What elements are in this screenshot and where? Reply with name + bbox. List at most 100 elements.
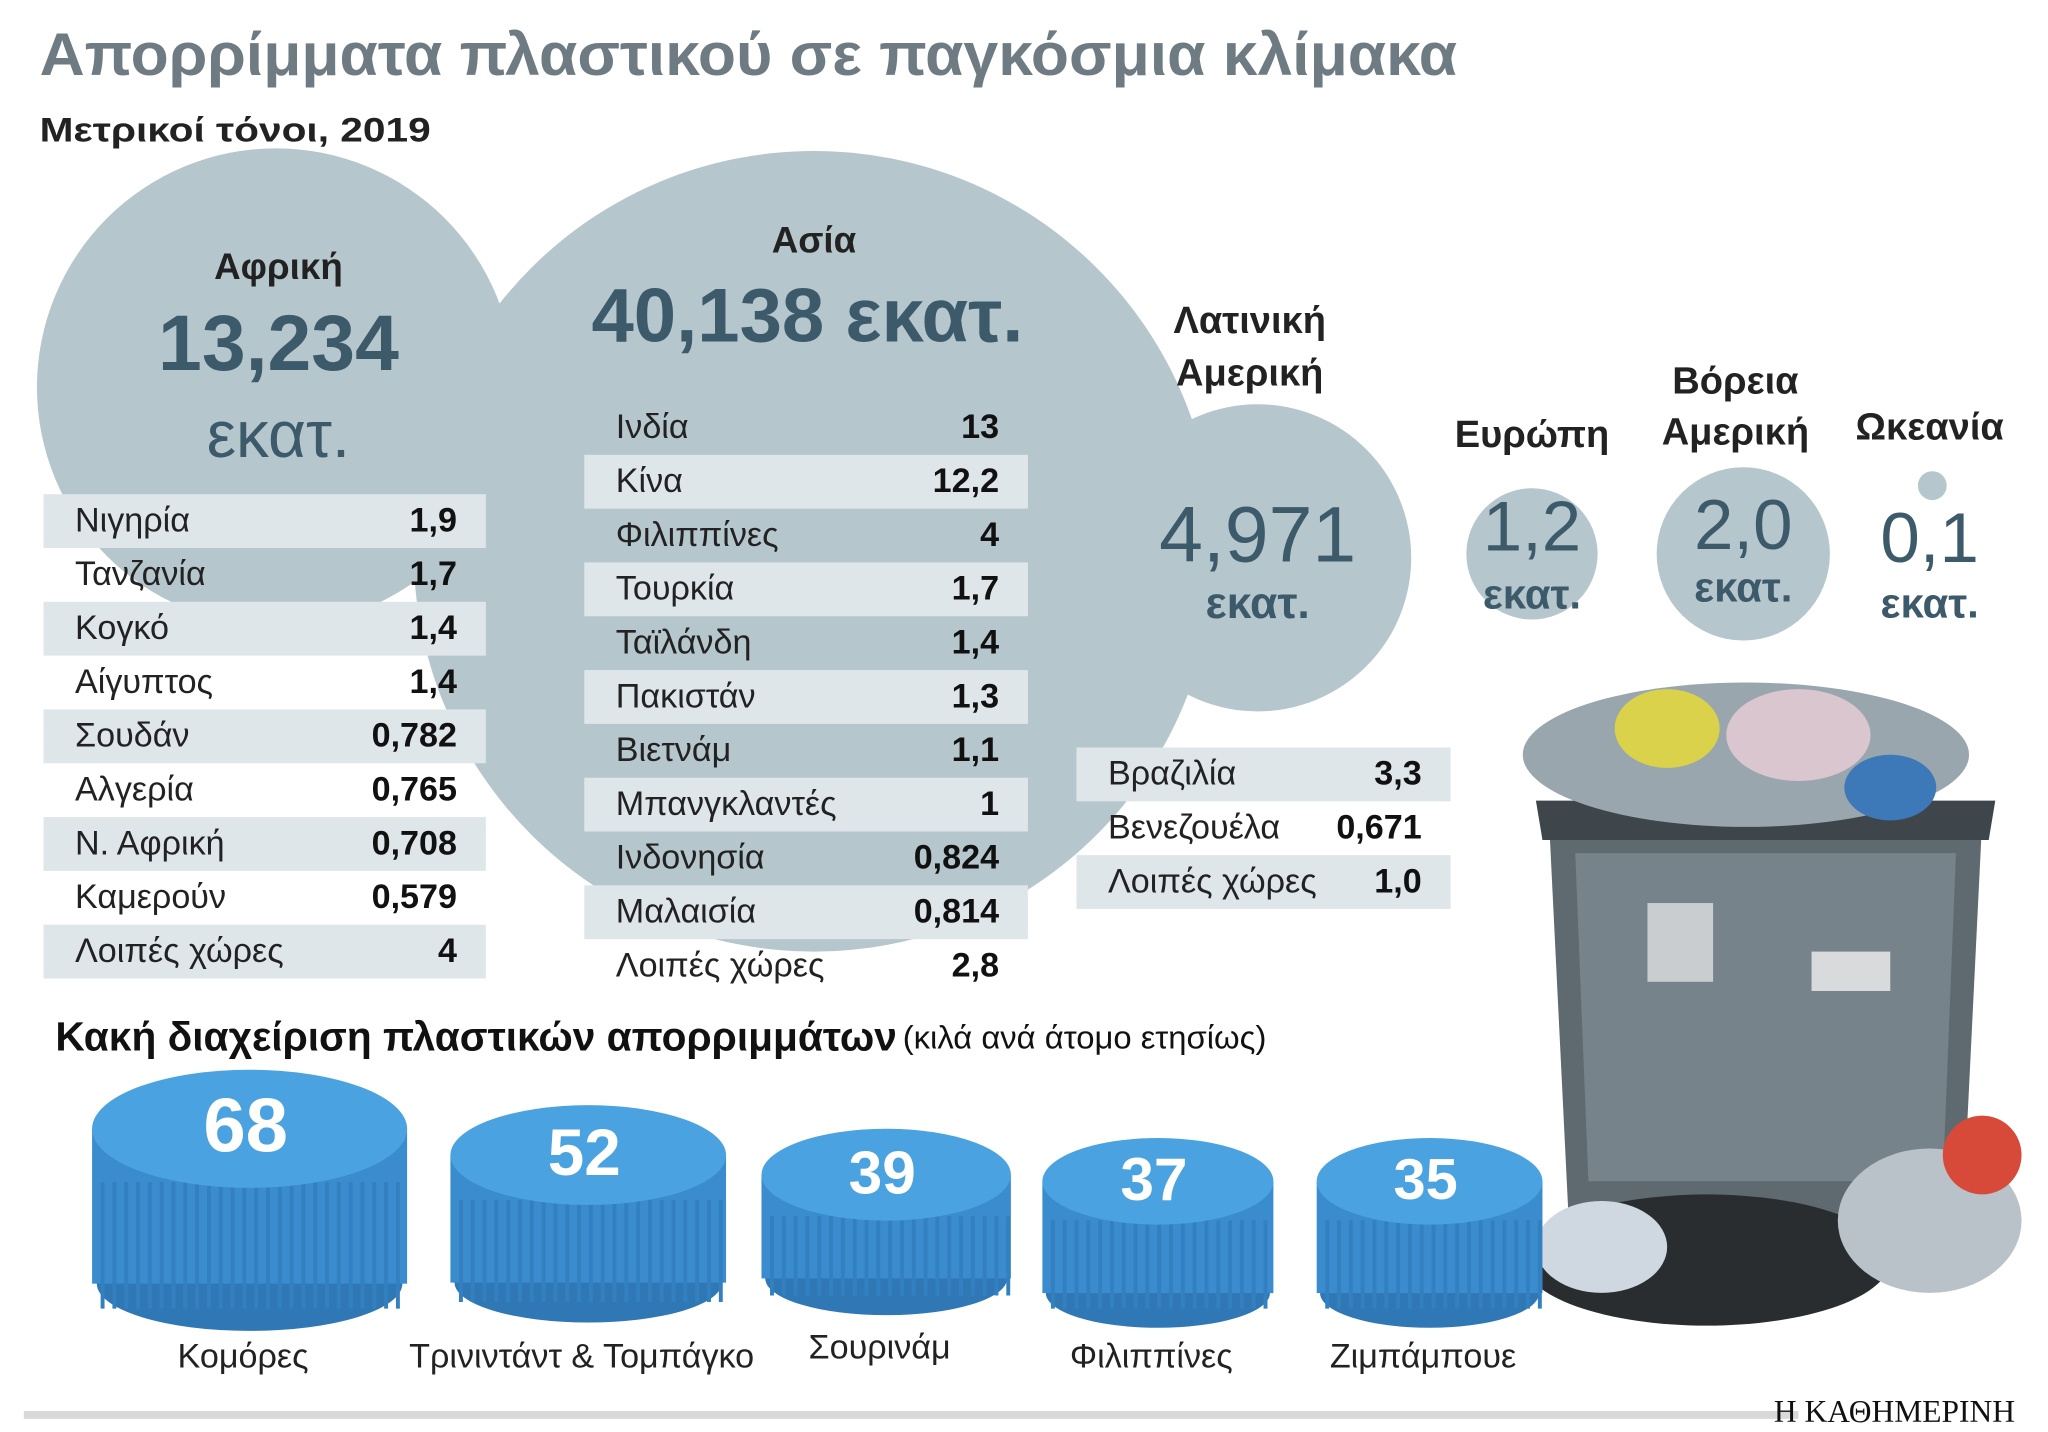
country-value: 0,765 — [372, 770, 457, 808]
country-value: 0,824 — [914, 839, 999, 877]
subtitle: Μετρικοί τόνοι, 2019 — [40, 112, 431, 150]
bottle-cap — [1042, 1137, 1274, 1328]
table-row-band — [584, 562, 1028, 617]
table-row-band — [1076, 855, 1451, 909]
region-name: Βόρεια — [1672, 360, 1798, 402]
table-row-band — [1076, 747, 1451, 802]
country-name: Ταϊλάνδη — [616, 623, 752, 661]
region-bubble — [413, 150, 1215, 952]
country-name: Αίγυπτος — [75, 663, 213, 701]
country-name: Πακιστάν — [616, 677, 756, 715]
region-value: 1,2 — [1483, 487, 1582, 566]
country-value: 1,4 — [410, 663, 457, 701]
table-row-band — [584, 454, 1028, 509]
cap-value: 39 — [849, 1138, 916, 1206]
region-name: Αμερική — [1662, 412, 1809, 454]
country-name: Βραζιλία — [1108, 755, 1236, 793]
region-name: Αφρική — [214, 246, 343, 287]
country-name: Τουρκία — [616, 570, 734, 608]
region-total: 40,138 εκατ. — [591, 274, 1023, 359]
country-value: 0,782 — [372, 717, 457, 755]
bottle-cap — [1316, 1137, 1543, 1328]
table-row-band — [43, 494, 486, 548]
country-value: 1,4 — [410, 609, 457, 647]
country-name: Κογκό — [75, 609, 169, 647]
country-name: Αλγερία — [75, 770, 194, 808]
region-unit: εκατ. — [1205, 579, 1309, 628]
cap-top — [761, 1128, 1011, 1221]
cap-top — [92, 1069, 408, 1188]
country-value: 1,0 — [1374, 862, 1421, 900]
brand: Η ΚΑΘΗΜΕΡΙΝΗ — [1774, 1394, 2015, 1429]
cap-top — [1042, 1137, 1274, 1225]
region-unit: εκατ. — [1881, 579, 1979, 626]
cap-value: 68 — [203, 1084, 288, 1169]
region-unit: εκατ. — [1483, 570, 1581, 617]
table-row-band — [584, 670, 1028, 724]
region-unit: εκατ. — [845, 274, 1023, 359]
region-name: Λατινική — [1174, 300, 1327, 342]
cap-label: Τρινιντάντ & Τομπάγκο — [409, 1338, 754, 1376]
country-name: Ν. Αφρική — [75, 824, 225, 862]
country-name: Λοιπές χώρες — [616, 946, 825, 984]
region-name: Ευρώπη — [1455, 414, 1610, 456]
country-value: 2,8 — [952, 946, 999, 984]
country-value: 1,1 — [952, 731, 999, 769]
cap-value: 35 — [1394, 1148, 1458, 1212]
section-heading: Κακή διαχείριση πλαστικών απορριμμάτων — [55, 1013, 897, 1059]
region-name: Αμερική — [1176, 352, 1323, 394]
table-row-band — [43, 709, 486, 764]
region-name: Ασία — [772, 220, 857, 261]
region-unit: εκατ. — [207, 398, 350, 471]
country-value: 4 — [438, 932, 457, 970]
country-value: 1,7 — [952, 570, 999, 608]
country-name: Μπανγκλαντές — [616, 785, 837, 823]
country-name: Σουδάν — [75, 717, 189, 755]
bottle-cap — [450, 1105, 727, 1323]
region-bubble — [1104, 404, 1412, 712]
region-value: 0,1 — [1880, 499, 1979, 578]
country-value: 0,814 — [914, 893, 999, 931]
country-value: 13 — [961, 408, 999, 446]
cap-top — [450, 1105, 727, 1205]
section-title: Κακή διαχείριση πλαστικών απορριμμάτων (… — [55, 1013, 1266, 1059]
country-name: Τανζανία — [75, 555, 206, 593]
table-row-band — [43, 601, 486, 656]
bottle-cap — [761, 1128, 1011, 1316]
country-value: 12,2 — [933, 462, 999, 500]
table-row-band — [584, 885, 1028, 940]
country-name: Κίνα — [616, 462, 683, 500]
cap-label: Σουρινάμ — [809, 1328, 951, 1366]
title: Απορρίμματα πλαστικού σε παγκόσμια κλίμα… — [40, 20, 1458, 88]
country-name: Βιετνάμ — [616, 731, 731, 769]
cap-top — [1316, 1137, 1543, 1225]
country-value: 1,3 — [952, 677, 999, 715]
trash-can-illustration — [1522, 682, 2022, 1326]
region-bubble — [1656, 467, 1830, 641]
region-name: Ωκεανία — [1856, 406, 2004, 448]
country-value: 3,3 — [1374, 755, 1421, 793]
region-bubble — [1466, 488, 1598, 620]
country-value: 1,7 — [410, 555, 457, 593]
region-bubble — [1917, 471, 1947, 501]
country-value: 1 — [980, 785, 999, 823]
country-name: Ινδία — [616, 408, 689, 446]
country-name: Λοιπές χώρες — [1108, 862, 1317, 900]
cap-value: 37 — [1120, 1145, 1187, 1213]
table-row-band — [43, 924, 486, 979]
region-value: 2,0 — [1694, 486, 1793, 565]
country-value: 1,4 — [952, 623, 999, 661]
country-value: 0,708 — [372, 824, 457, 862]
country-value: 0,579 — [372, 878, 457, 916]
region-value: 4,971 — [1159, 491, 1356, 579]
table-row-band — [584, 777, 1028, 832]
bottle-cap — [92, 1069, 408, 1331]
country-name: Λοιπές χώρες — [75, 932, 284, 970]
country-name: Νιγηρία — [75, 501, 190, 539]
country-value: 4 — [980, 516, 999, 554]
cap-label: Ζιμπάμπουε — [1330, 1338, 1516, 1376]
country-value: 0,671 — [1336, 809, 1421, 847]
country-name: Βενεζουέλα — [1108, 809, 1280, 847]
country-name: Καμερούν — [75, 878, 226, 916]
